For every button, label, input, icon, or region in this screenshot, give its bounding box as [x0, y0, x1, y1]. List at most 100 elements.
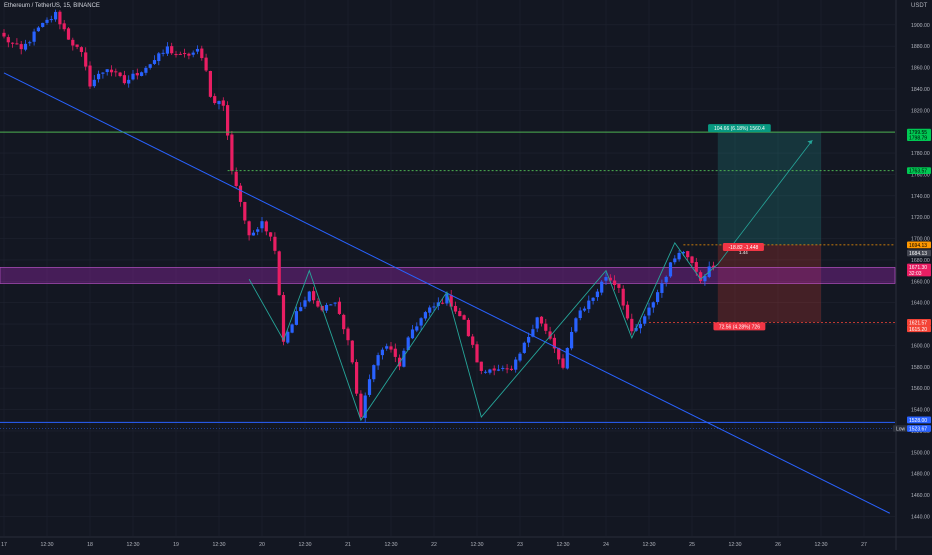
candle-bullish — [299, 307, 303, 312]
candle-bearish — [122, 75, 126, 84]
candle-bullish — [191, 52, 195, 55]
candle-bearish — [471, 336, 475, 345]
price-tick-label: 1700.00 — [911, 237, 930, 243]
price-tag-bg — [907, 263, 931, 271]
candle-bearish — [355, 362, 359, 394]
candle-bullish — [290, 324, 294, 333]
time-axis[interactable]: 17 12:30 18 12:30 19 12:30 20 12:30 21 12:30 22 12:… — [0, 536, 932, 548]
candle-bearish — [475, 344, 479, 363]
position-info-label-bg — [722, 242, 764, 251]
candle-bearish — [509, 368, 513, 370]
candle-bullish — [514, 359, 518, 370]
candle-bearish — [479, 361, 483, 371]
candle-bullish — [28, 42, 32, 44]
candle-bearish — [208, 70, 212, 97]
candle-bullish — [595, 291, 599, 298]
price-tick-label: 1640.00 — [911, 301, 930, 307]
candle-bullish — [419, 318, 423, 326]
candle-bullish — [488, 369, 492, 373]
candle-bearish — [170, 46, 174, 54]
candle-bullish — [161, 52, 165, 54]
candle-bearish — [135, 73, 139, 76]
price-tag-label: 1694.13 — [909, 243, 927, 249]
price-tick-label: 1440.00 — [911, 514, 930, 520]
candle-bullish — [97, 73, 101, 80]
candle-bullish — [256, 229, 260, 232]
price-tick-label: 1880.00 — [911, 44, 930, 50]
candle-bearish — [694, 262, 698, 272]
candle-bullish — [638, 323, 642, 329]
resistance-zone — [0, 267, 896, 284]
candle-bearish — [441, 302, 445, 304]
time-tick-label: 12:30 — [815, 542, 828, 548]
candle-bullish — [140, 72, 144, 76]
time-tick-label: 12:30 — [643, 542, 656, 548]
candle-bullish — [385, 346, 389, 349]
time-tick-label: 24 — [603, 542, 609, 548]
price-tick-label: 1580.00 — [911, 365, 930, 371]
price-tick-label: 1680.00 — [911, 258, 930, 264]
candle-bearish — [561, 358, 565, 368]
price-axis[interactable]: 1900.001880.001860.001840.001820.001800.… — [895, 0, 930, 550]
candle-bullish — [574, 318, 578, 332]
price-tick-label: 1820.00 — [911, 108, 930, 114]
candle-bullish — [501, 367, 505, 369]
candle-bullish — [380, 349, 384, 356]
candle-bullish — [668, 262, 673, 277]
candle-bearish — [200, 48, 204, 59]
candle-bullish — [656, 292, 660, 302]
time-tick-label: 20 — [259, 542, 265, 548]
time-tick-label: 12:30 — [557, 542, 570, 548]
candle-bearish — [238, 185, 243, 202]
candle-bearish — [281, 295, 286, 342]
candle-bearish — [617, 284, 621, 288]
candle-bearish — [183, 53, 187, 55]
candle-bullish — [148, 64, 152, 68]
candle-bearish — [174, 54, 178, 56]
candle-bullish — [260, 221, 264, 229]
candle-bullish — [324, 304, 329, 311]
candle-bullish — [36, 27, 40, 32]
candle-bullish — [144, 67, 148, 73]
price-tick-label: 1600.00 — [911, 343, 930, 349]
price-tick-label: 1520.00 — [911, 429, 930, 435]
candle-bearish — [608, 277, 612, 281]
candle-bearish — [548, 331, 552, 339]
candle-bearish — [88, 65, 92, 87]
candle-bearish — [492, 368, 496, 371]
candle-bearish — [312, 291, 316, 301]
symbol-title[interactable]: Ethereum / TetherUS, 15, BINANCE — [4, 3, 100, 9]
candle-bearish — [79, 47, 83, 52]
candle-bullish — [677, 252, 681, 260]
price-tick-label: 1860.00 — [911, 66, 930, 72]
candle-bullish — [673, 258, 677, 263]
candle-bearish — [613, 280, 617, 286]
candle-bearish — [337, 301, 341, 314]
price-tick-label: 1840.00 — [911, 87, 930, 93]
time-tick-label: 12:30 — [41, 542, 54, 548]
candle-bullish — [152, 60, 157, 64]
candle-bearish — [449, 295, 453, 307]
candle-bearish — [234, 171, 238, 187]
price-tag-label: 1621.57 — [909, 320, 927, 326]
candle-bearish — [269, 232, 273, 237]
candle-bullish — [23, 43, 28, 50]
candle-bullish — [643, 316, 647, 324]
price-tag-bg — [907, 249, 931, 257]
candle-bullish — [582, 308, 587, 311]
candle-bearish — [247, 221, 251, 236]
candle-bullish — [376, 355, 380, 366]
candle-bearish — [273, 236, 277, 251]
candle-bullish — [484, 371, 488, 373]
candle-bullish — [647, 307, 651, 316]
price-tick-label: 1560.00 — [911, 386, 930, 392]
time-tick-label: 22 — [431, 542, 437, 548]
price-tag-bg — [907, 128, 931, 136]
loss-label-bg — [713, 322, 766, 331]
candle-bullish — [527, 336, 531, 343]
candle-bullish — [41, 22, 45, 27]
candle-bullish — [604, 277, 608, 281]
price-tick-label: 1500.00 — [911, 450, 930, 456]
